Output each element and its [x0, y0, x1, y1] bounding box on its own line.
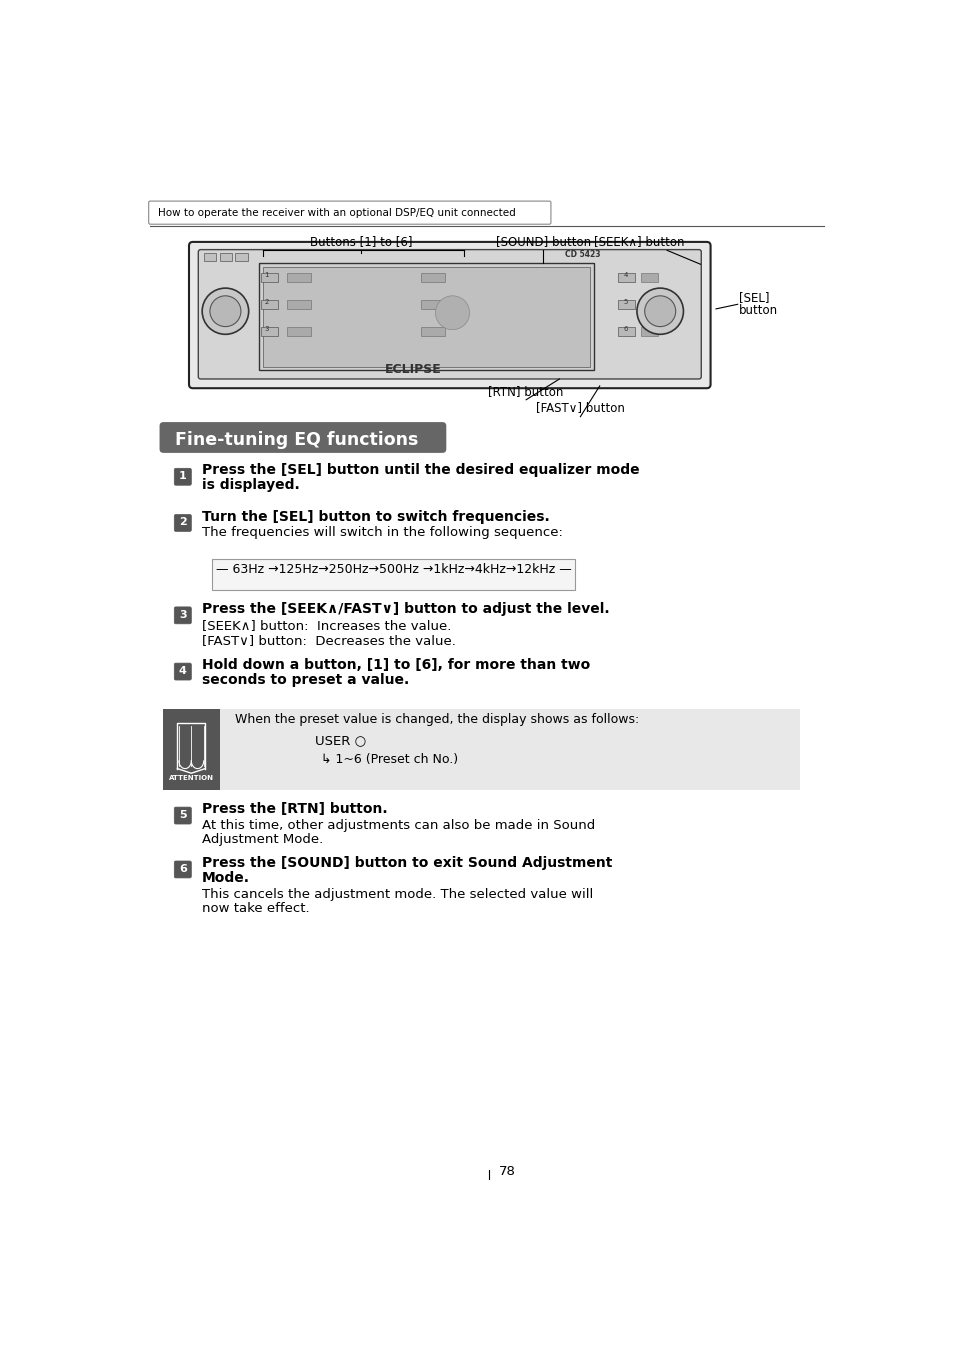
Text: Adjustment Mode.: Adjustment Mode.: [202, 832, 323, 846]
Text: This cancels the adjustment mode. The selected value will: This cancels the adjustment mode. The se…: [202, 888, 593, 901]
Bar: [287, 299, 311, 309]
Text: seconds to preset a value.: seconds to preset a value.: [202, 673, 409, 687]
Text: How to operate the receiver with an optional DSP/EQ unit connected: How to operate the receiver with an opti…: [158, 207, 516, 218]
Text: Press the [RTN] button.: Press the [RTN] button.: [202, 802, 387, 816]
Text: [FAST∨] button: [FAST∨] button: [536, 401, 624, 413]
FancyBboxPatch shape: [159, 423, 446, 453]
Text: [RTN] button: [RTN] button: [488, 385, 563, 398]
Text: Buttons [1] to [6]: Buttons [1] to [6]: [310, 234, 412, 248]
Bar: [617, 272, 634, 282]
Bar: [287, 327, 311, 336]
Text: CD 5423: CD 5423: [564, 251, 599, 259]
Text: 5: 5: [623, 299, 628, 305]
Text: [SEL]: [SEL]: [739, 291, 769, 305]
Bar: [640, 327, 658, 336]
Bar: [287, 272, 311, 282]
Text: [SEEK∧] button:  Increases the value.: [SEEK∧] button: Increases the value.: [202, 619, 451, 633]
Text: At this time, other adjustments can also be made in Sound: At this time, other adjustments can also…: [202, 818, 595, 832]
Text: USER ○: USER ○: [314, 734, 365, 747]
Text: 2: 2: [264, 299, 269, 305]
Bar: [421, 299, 444, 309]
Text: When the preset value is changed, the display shows as follows:: When the preset value is changed, the di…: [235, 713, 639, 726]
Text: 5: 5: [179, 810, 187, 820]
Text: 2: 2: [179, 518, 187, 527]
Bar: [163, 709, 220, 790]
Circle shape: [644, 295, 675, 327]
Text: 4: 4: [178, 665, 187, 676]
FancyBboxPatch shape: [198, 249, 700, 379]
Text: Mode.: Mode.: [202, 871, 250, 885]
Text: [SEEK∧] button: [SEEK∧] button: [594, 234, 684, 248]
Text: 6: 6: [623, 327, 628, 332]
Text: 3: 3: [264, 327, 269, 332]
Text: Hold down a button, [1] to [6], for more than two: Hold down a button, [1] to [6], for more…: [202, 659, 590, 672]
Text: Press the [SOUND] button to exit Sound Adjustment: Press the [SOUND] button to exit Sound A…: [202, 856, 612, 870]
Text: now take effect.: now take effect.: [202, 902, 310, 915]
Text: 1: 1: [264, 272, 269, 278]
FancyBboxPatch shape: [149, 201, 550, 224]
Circle shape: [435, 295, 469, 329]
Bar: [640, 299, 658, 309]
Circle shape: [202, 289, 249, 335]
FancyBboxPatch shape: [174, 860, 192, 878]
Circle shape: [210, 295, 241, 327]
Bar: [258, 263, 594, 370]
Bar: [261, 327, 278, 336]
Bar: [220, 253, 233, 262]
Bar: [421, 272, 444, 282]
Text: ATTENTION: ATTENTION: [169, 775, 213, 780]
Text: 78: 78: [498, 1165, 516, 1177]
Text: ECLIPSE: ECLIPSE: [385, 363, 441, 375]
Text: 6: 6: [178, 863, 187, 874]
Bar: [261, 272, 278, 282]
Text: Press the [SEL] button until the desired equalizer mode: Press the [SEL] button until the desired…: [202, 463, 639, 477]
Text: Turn the [SEL] button to switch frequencies.: Turn the [SEL] button to switch frequenc…: [202, 509, 549, 523]
Bar: [421, 327, 444, 336]
Bar: [204, 253, 216, 262]
Text: is displayed.: is displayed.: [202, 478, 299, 492]
Text: [SOUND] button: [SOUND] button: [496, 234, 590, 248]
FancyBboxPatch shape: [174, 469, 192, 485]
Text: — 63Hz →125Hz→250Hz→500Hz →1kHz→4kHz→12kHz —: — 63Hz →125Hz→250Hz→500Hz →1kHz→4kHz→12k…: [215, 564, 571, 576]
FancyBboxPatch shape: [174, 607, 192, 623]
Bar: [640, 272, 658, 282]
FancyBboxPatch shape: [174, 663, 192, 680]
Bar: [617, 327, 634, 336]
Text: The frequencies will switch in the following sequence:: The frequencies will switch in the follo…: [202, 526, 562, 539]
Circle shape: [637, 289, 682, 335]
FancyBboxPatch shape: [174, 515, 192, 531]
Text: ↳ 1~6 (Preset ch No.): ↳ 1~6 (Preset ch No.): [320, 753, 457, 766]
FancyBboxPatch shape: [189, 243, 710, 389]
Text: Fine-tuning EQ functions: Fine-tuning EQ functions: [174, 431, 418, 449]
FancyBboxPatch shape: [174, 808, 192, 824]
Bar: [163, 709, 800, 790]
Text: button: button: [739, 304, 778, 317]
Bar: [262, 267, 590, 367]
Text: 3: 3: [179, 610, 187, 619]
Bar: [235, 253, 248, 262]
Text: [FAST∨] button:  Decreases the value.: [FAST∨] button: Decreases the value.: [202, 634, 456, 646]
Text: 4: 4: [623, 272, 628, 278]
Text: 1: 1: [179, 472, 187, 481]
Text: Press the [SEEK∧/FAST∨] button to adjust the level.: Press the [SEEK∧/FAST∨] button to adjust…: [202, 602, 609, 617]
Bar: [261, 299, 278, 309]
Bar: [212, 560, 575, 589]
Bar: [617, 299, 634, 309]
